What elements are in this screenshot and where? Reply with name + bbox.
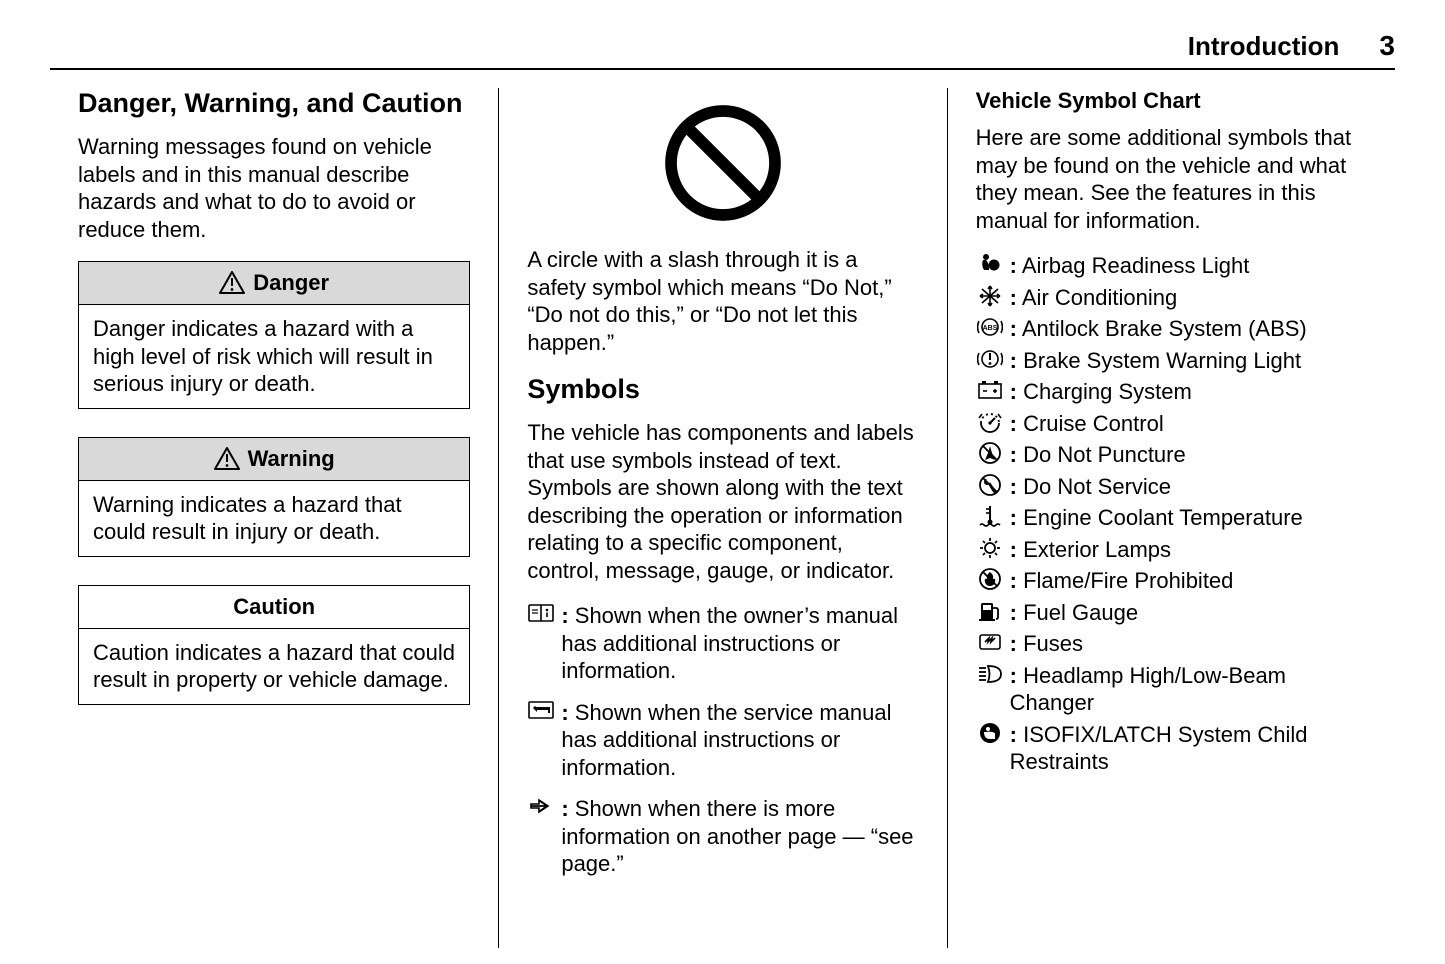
- symbol-text: : ISOFIX/LATCH System Child Restraints: [1010, 721, 1367, 776]
- warning-body: Warning indicates a hazard that could re…: [79, 481, 469, 556]
- symbol-text: : Shown when the owner’s manual has addi…: [561, 602, 918, 685]
- caution-title: Caution: [233, 594, 315, 620]
- fuses-icon: [976, 630, 1004, 654]
- symbol-entry: : Headlamp High/Low-Beam Changer: [976, 662, 1367, 717]
- symbol-text: : Exterior Lamps: [1010, 536, 1367, 564]
- abs-icon: [976, 315, 1004, 339]
- headlamp-beam-icon: [976, 662, 1004, 686]
- symbol-entry: : Flame/Fire Prohibited: [976, 567, 1367, 595]
- symbol-entry: : Cruise Control: [976, 410, 1367, 438]
- danger-body: Danger indicates a hazard with a high le…: [79, 305, 469, 408]
- service-manual-icon: [527, 699, 555, 723]
- airbag-readiness-icon: [976, 252, 1004, 276]
- see-page-arrow-icon: [527, 795, 555, 819]
- warning-box: Warning Warning indicates a hazard that …: [78, 437, 470, 557]
- column-3: Vehicle Symbol Chart Here are some addit…: [947, 88, 1395, 948]
- col3-intro: Here are some additional symbols that ma…: [976, 124, 1367, 234]
- symbol-text: : Shown when the service manual has addi…: [561, 699, 918, 782]
- symbol-text: : Shown when there is more information o…: [561, 795, 918, 878]
- symbol-entry: : Shown when there is more information o…: [527, 795, 918, 878]
- warning-triangle-icon: [219, 271, 245, 295]
- symbols-intro: The vehicle has components and labels th…: [527, 419, 918, 584]
- symbol-text: : Fuses: [1010, 630, 1367, 658]
- symbol-entry: : Fuses: [976, 630, 1367, 658]
- charging-system-icon: [976, 378, 1004, 402]
- warning-title: Warning: [248, 446, 335, 472]
- content-columns: Danger, Warning, and Caution Warning mes…: [50, 88, 1395, 948]
- isofix-latch-icon: [976, 721, 1004, 745]
- flame-prohibited-icon: [976, 567, 1004, 591]
- caution-box: Caution Caution indicates a hazard that …: [78, 585, 470, 705]
- symbol-text: : Brake System Warning Light: [1010, 347, 1367, 375]
- air-conditioning-icon: [976, 284, 1004, 308]
- symbol-entry: : Fuel Gauge: [976, 599, 1367, 627]
- warning-box-header: Warning: [79, 438, 469, 481]
- symbol-text: : Engine Coolant Temperature: [1010, 504, 1367, 532]
- symbol-text: : Do Not Puncture: [1010, 441, 1367, 469]
- column-2: A circle with a slash through it is a sa…: [498, 88, 946, 948]
- symbol-entry: : Airbag Readiness Light: [976, 252, 1367, 280]
- page-header: Introduction 3: [50, 30, 1395, 70]
- cruise-control-icon: [976, 410, 1004, 434]
- symbol-text: : Air Conditioning: [1010, 284, 1367, 312]
- symbol-entry: : Charging System: [976, 378, 1367, 406]
- col1-heading: Danger, Warning, and Caution: [78, 88, 470, 119]
- col3-heading: Vehicle Symbol Chart: [976, 88, 1367, 114]
- col1-intro: Warning messages found on vehicle labels…: [78, 133, 470, 243]
- danger-title: Danger: [253, 270, 329, 296]
- vehicle-symbol-list: : Airbag Readiness Light : Air Conditioni…: [976, 252, 1367, 776]
- danger-box-header: Danger: [79, 262, 469, 305]
- symbol-entry: : Antilock Brake System (ABS): [976, 315, 1367, 343]
- symbol-text: : Flame/Fire Prohibited: [1010, 567, 1367, 595]
- symbol-text: : Fuel Gauge: [1010, 599, 1367, 627]
- symbol-text: : Headlamp High/Low-Beam Changer: [1010, 662, 1367, 717]
- symbol-entry: : Shown when the service manual has addi…: [527, 699, 918, 782]
- exterior-lamps-icon: [976, 536, 1004, 560]
- symbols-list: : Shown when the owner’s manual has addi…: [527, 602, 918, 878]
- symbol-text: : Cruise Control: [1010, 410, 1367, 438]
- do-not-service-icon: [976, 473, 1004, 497]
- header-page-number: 3: [1379, 30, 1395, 62]
- caution-box-header: Caution: [79, 586, 469, 629]
- nosign-text: A circle with a slash through it is a sa…: [527, 246, 918, 356]
- owners-manual-icon: [527, 602, 555, 626]
- symbol-entry: : Do Not Puncture: [976, 441, 1367, 469]
- symbol-entry: : Brake System Warning Light: [976, 347, 1367, 375]
- symbol-entry: : Exterior Lamps: [976, 536, 1367, 564]
- brake-warning-icon: [976, 347, 1004, 371]
- symbol-text: : Do Not Service: [1010, 473, 1367, 501]
- do-not-puncture-icon: [976, 441, 1004, 465]
- symbol-entry: : Engine Coolant Temperature: [976, 504, 1367, 532]
- no-symbol-icon: [658, 98, 788, 228]
- column-1: Danger, Warning, and Caution Warning mes…: [50, 88, 498, 948]
- warning-triangle-icon: [214, 447, 240, 471]
- caution-body: Caution indicates a hazard that could re…: [79, 629, 469, 704]
- symbol-entry: : Do Not Service: [976, 473, 1367, 501]
- danger-box: Danger Danger indicates a hazard with a …: [78, 261, 470, 409]
- symbol-entry: : ISOFIX/LATCH System Child Restraints: [976, 721, 1367, 776]
- symbol-entry: : Shown when the owner’s manual has addi…: [527, 602, 918, 685]
- fuel-gauge-icon: [976, 599, 1004, 623]
- coolant-temp-icon: [976, 504, 1004, 528]
- symbol-text: : Antilock Brake System (ABS): [1010, 315, 1367, 343]
- header-section-title: Introduction: [1188, 31, 1340, 62]
- symbol-text: : Charging System: [1010, 378, 1367, 406]
- symbol-text: : Airbag Readiness Light: [1010, 252, 1367, 280]
- symbols-heading: Symbols: [527, 374, 918, 405]
- symbol-entry: : Air Conditioning: [976, 284, 1367, 312]
